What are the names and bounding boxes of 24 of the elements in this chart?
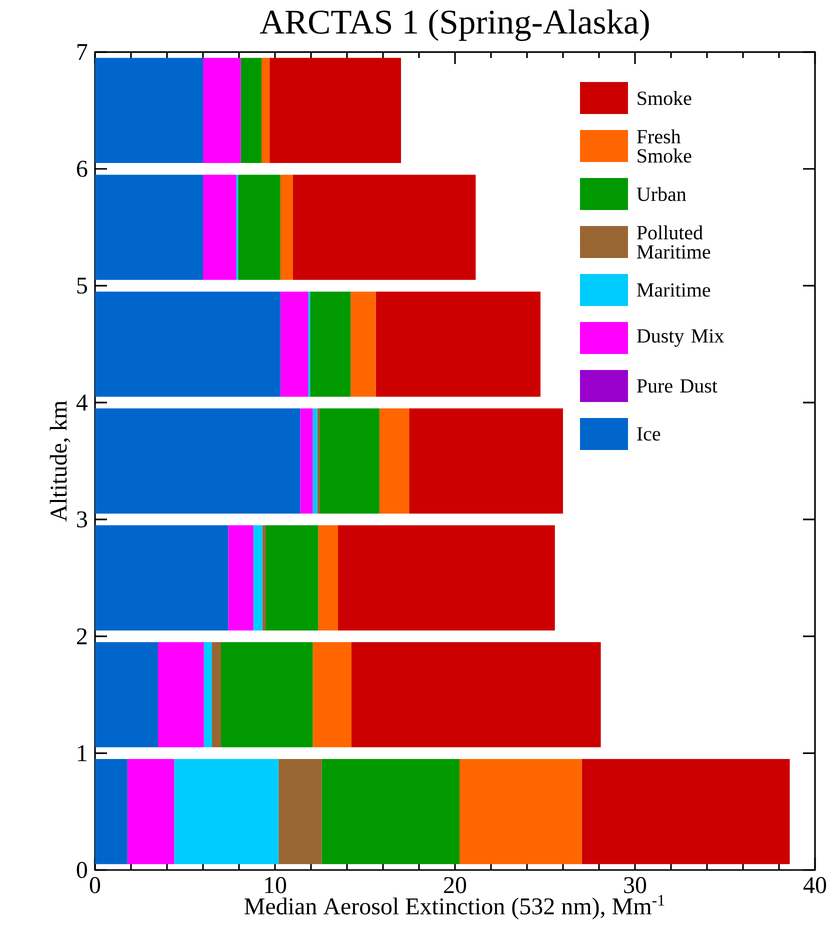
y-axis-title: Altitude, km: [50, 400, 70, 522]
legend-label: Fresh Smoke: [636, 129, 692, 163]
legend-label: Ice: [637, 427, 660, 441]
y-tick-label: 4: [76, 394, 88, 410]
legend-label: Smoke: [638, 90, 692, 106]
x-tick-label: 30: [624, 877, 646, 894]
legend-label: Maritime: [636, 283, 710, 297]
legend-label: Pure Dust: [636, 379, 718, 393]
x-tick-label: 20: [444, 877, 466, 894]
y-tick-label: 3: [77, 511, 88, 528]
y-tick-label: 1: [78, 745, 87, 762]
legend-label: Urban: [636, 186, 686, 202]
y-tick-label: 0: [76, 862, 88, 878]
legend-label: Polluted Maritime: [636, 225, 710, 259]
chart-title: ARCTAS 1 (Spring-Alaska): [260, 9, 649, 41]
y-tick-label: 7: [78, 44, 88, 60]
x-tick-label: 0: [90, 877, 100, 894]
x-tick-label: 40: [803, 877, 826, 894]
y-tick-label: 6: [76, 160, 88, 177]
legend-label: Dusty Mix: [636, 329, 724, 347]
x-axis-title: Median Aerosol Extinction (532 nm), Mm$^{-1}$: [244, 894, 664, 920]
y-tick-label: 5: [77, 278, 88, 294]
y-tick-label: 2: [77, 628, 87, 644]
x-tick-label: 10: [265, 877, 286, 894]
